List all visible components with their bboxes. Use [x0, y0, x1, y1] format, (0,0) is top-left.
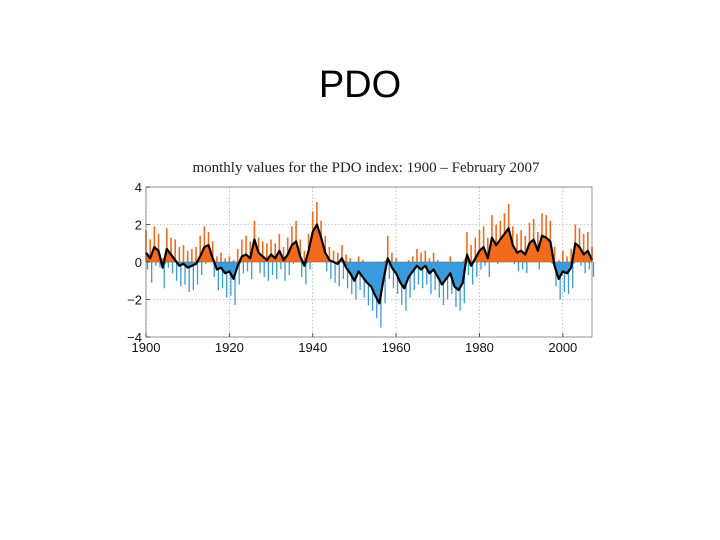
y-tick-label: 0: [135, 255, 142, 270]
x-tick-label: 2000: [548, 340, 577, 355]
x-tick-label: 1940: [298, 340, 327, 355]
slide-title: PDO: [318, 64, 402, 106]
x-tick-label: 1960: [382, 340, 411, 355]
smoothed-line: [145, 223, 594, 305]
y-tick-label: −2: [127, 293, 142, 308]
x-tick-label: 1920: [215, 340, 244, 355]
x-axis: 1900 1920 1940 1960 1980 2000: [132, 333, 577, 355]
y-tick-label: 2: [135, 218, 142, 233]
x-tick-label: 1900: [132, 340, 161, 355]
negative-area: [146, 262, 592, 304]
chart-title: monthly values for the PDO index: 1900 –…: [192, 160, 540, 176]
y-tick-label: 4: [135, 180, 142, 195]
y-axis: 4 2 0 −2 −4: [127, 180, 150, 345]
y-tick-label: −4: [127, 330, 142, 345]
x-tick-label: 1980: [465, 340, 494, 355]
